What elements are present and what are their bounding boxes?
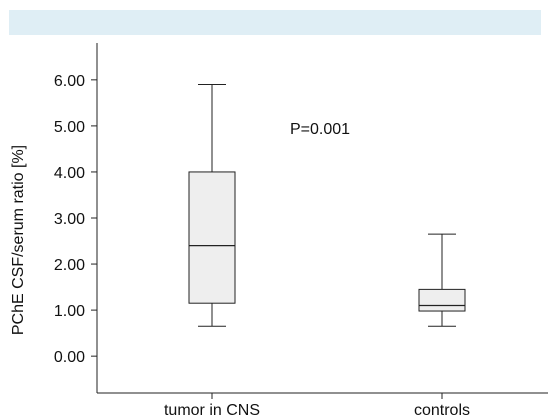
y-tick-label: 6.00 <box>54 73 85 90</box>
box-0 <box>188 83 236 327</box>
box-1 <box>418 233 466 327</box>
y-tick-label: 5.00 <box>54 119 85 136</box>
x-tick-label: controls <box>414 402 470 418</box>
y-tick-label: 2.00 <box>54 257 85 274</box>
y-tick-label: 4.00 <box>54 165 85 182</box>
x-tick-label: tumor in CNS <box>164 402 260 418</box>
y-axis-ticks: 0.00 1.00 2.00 3.00 4.00 5.00 6.00 <box>54 73 97 366</box>
x-axis-ticks: tumor in CNS controls <box>164 393 470 418</box>
y-tick-label: 0.00 <box>54 349 85 366</box>
box-series <box>188 83 466 327</box>
y-tick-label: 1.00 <box>54 303 85 320</box>
header-banner <box>9 10 541 35</box>
y-axis-label: PChE CSF/serum ratio [%] <box>10 145 27 335</box>
p-value-annotation: P=0.001 <box>290 121 350 138</box>
y-tick-label: 3.00 <box>54 211 85 228</box>
iqr-box <box>418 288 466 312</box>
iqr-box <box>188 171 236 304</box>
